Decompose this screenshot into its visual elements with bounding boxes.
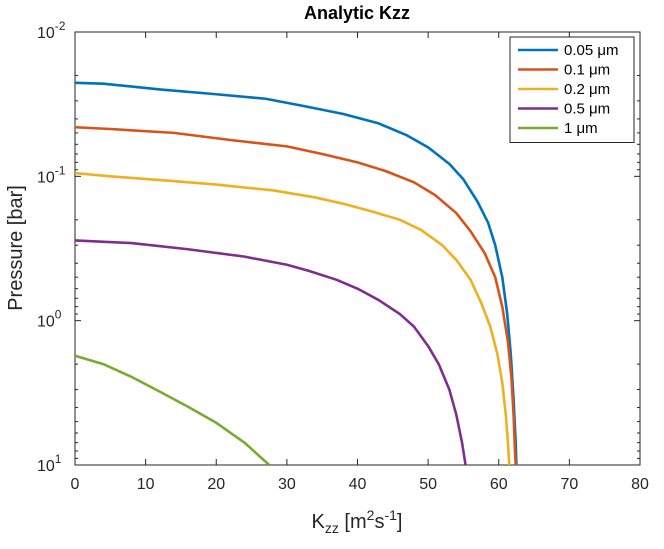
legend-entry-2: 0.2 μm <box>564 81 610 98</box>
x-tick-label: 50 <box>419 476 437 493</box>
y-tick-label: 10-2 <box>37 19 66 42</box>
chart-title: Analytic Kzz <box>304 3 410 23</box>
ticks-group: 0 10 20 30 40 50 60 70 80 10-2 10-1 100 101 <box>37 19 649 493</box>
y-tick-label: 100 <box>37 308 62 331</box>
legend-entry-1: 0.1 μm <box>564 62 610 79</box>
y-tick-label: 10-1 <box>37 163 66 186</box>
x-tick-label: 70 <box>560 476 578 493</box>
series-line-2 <box>75 171 511 465</box>
legend-entry-3: 0.5 μm <box>564 101 610 118</box>
legend: 0.05 μm 0.1 μm 0.2 μm 0.5 μm 1 μm <box>509 36 635 143</box>
legend-entry-4: 1 μm <box>564 120 598 137</box>
series-line-3 <box>75 239 467 465</box>
x-tick-label: 0 <box>71 476 80 493</box>
x-axis-label-mid: s <box>374 511 384 533</box>
legend-entry-0: 0.05 μm <box>564 42 619 59</box>
series-line-1 <box>75 125 517 465</box>
y-axis-label: Pressure [bar] <box>5 185 27 311</box>
x-tick-label: 20 <box>207 476 225 493</box>
series-line-0 <box>75 81 518 465</box>
x-axis-label: Kzz [m2s-1] <box>312 507 403 536</box>
x-axis-label-base: K <box>312 511 326 533</box>
x-axis-label-sub: zz <box>325 520 339 536</box>
x-tick-label: 40 <box>349 476 367 493</box>
x-tick-label: 60 <box>490 476 508 493</box>
series-group <box>75 81 518 465</box>
y-tick-label: 101 <box>37 452 62 475</box>
x-axis-label-sup1: 2 <box>367 507 375 523</box>
x-axis-label-unit-open: [m <box>339 511 367 533</box>
series-line-4 <box>75 354 271 465</box>
x-axis-label-sup2: -1 <box>384 507 397 523</box>
x-tick-label: 80 <box>631 476 649 493</box>
x-tick-label: 30 <box>278 476 296 493</box>
x-axis-label-unit-close: ] <box>397 511 403 533</box>
x-tick-label: 10 <box>137 476 155 493</box>
